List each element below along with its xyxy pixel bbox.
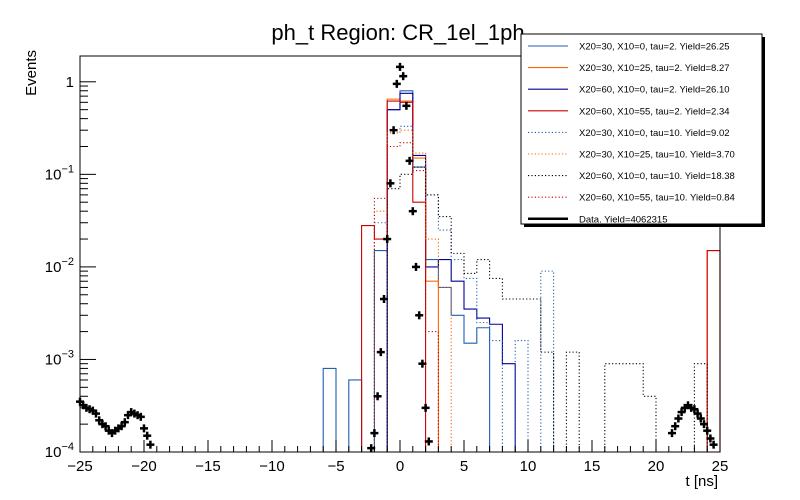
x-tick-label: 5 [460, 458, 468, 475]
data-point [396, 62, 404, 71]
chart-title: ph_t Region: CR_1el_1ph [271, 20, 524, 45]
data-point [674, 414, 683, 423]
data-point [418, 359, 427, 368]
data-point [146, 440, 155, 449]
data-point [101, 422, 110, 431]
data-point [143, 431, 152, 440]
data-point [399, 72, 408, 81]
data-point [402, 101, 411, 110]
data-point [120, 418, 129, 427]
x-tick-label: −15 [195, 458, 220, 475]
y-tick-label: 10−3 [45, 348, 74, 368]
data-point [696, 414, 705, 423]
data-point [706, 434, 715, 443]
y-tick-label: 10−2 [45, 256, 74, 276]
axis-layer: −25 −20 −15 −10 −5 0 5 10 15 20 25 10−4 10−3 10−2 10−1… [45, 74, 729, 475]
x-tick-label: −25 [67, 458, 92, 475]
y-tick-label: 10−4 [45, 441, 74, 461]
legend: X20=30, X10=0, tau=2. Yield=26.25 X20=30,… [520, 33, 765, 227]
y-tick-label: 10−1 [45, 163, 74, 183]
data-point [92, 409, 100, 418]
data-point [367, 444, 376, 453]
data-point [690, 405, 699, 414]
data-point [389, 126, 398, 135]
legend-label-4: X20=60, X10=55, tau=2. Yield=2.34 [579, 106, 730, 117]
data-point [140, 424, 148, 433]
x-tick-label: 25 [712, 458, 729, 475]
legend-label-1: X20=30, X10=0, tau=2. Yield=26.25 [579, 42, 730, 53]
y-axis-title: Events [23, 50, 40, 96]
data-point [424, 437, 433, 446]
legend-box [520, 33, 763, 225]
data-point [380, 294, 388, 303]
data-point [386, 179, 395, 188]
legend-label-3: X20=60, X10=0, tau=2. Yield=26.10 [579, 85, 730, 96]
data-point [703, 426, 712, 435]
data-point [392, 79, 401, 88]
legend-label-6: X20=30, X10=25, tau=10. Yield=3.70 [579, 150, 735, 161]
legend-label-2: X20=30, X10=25, tau=2. Yield=8.27 [579, 63, 730, 74]
x-axis-title: t [ns] [685, 473, 718, 490]
x-tick-label: −5 [327, 458, 344, 475]
data-point [693, 409, 702, 418]
legend-label-5: X20=30, X10=0, tau=10. Yield=9.02 [579, 128, 730, 139]
data-point [383, 235, 392, 244]
data-point [415, 311, 424, 320]
legend-label-8: X20=60, X10=55, tau=10. Yield=0.84 [579, 193, 735, 204]
data-point [677, 408, 686, 417]
x-tick-label: 0 [396, 458, 404, 475]
data-point [700, 420, 708, 429]
x-tick-label: −20 [131, 458, 156, 475]
x-tick-label: 10 [520, 458, 537, 475]
data-point [671, 422, 680, 431]
data-point [136, 412, 145, 421]
x-tick-label: 15 [584, 458, 601, 475]
data-point [370, 429, 379, 438]
data-point [376, 348, 385, 357]
data-point [117, 422, 126, 431]
data-point [709, 440, 718, 449]
data-point [668, 429, 676, 438]
data-point [405, 156, 414, 165]
data-point [412, 262, 420, 271]
x-tick-label: 20 [648, 458, 665, 475]
data-point [373, 392, 382, 401]
x-tick-label: −10 [259, 458, 284, 475]
legend-label-9: Data. Yield=4062315 [579, 214, 667, 225]
data-point [408, 207, 417, 216]
data-point [421, 403, 430, 412]
legend-label-7: X20=60, X10=0, tau=10. Yield=18.38 [579, 171, 735, 182]
y-tick-label: 1 [66, 74, 74, 91]
